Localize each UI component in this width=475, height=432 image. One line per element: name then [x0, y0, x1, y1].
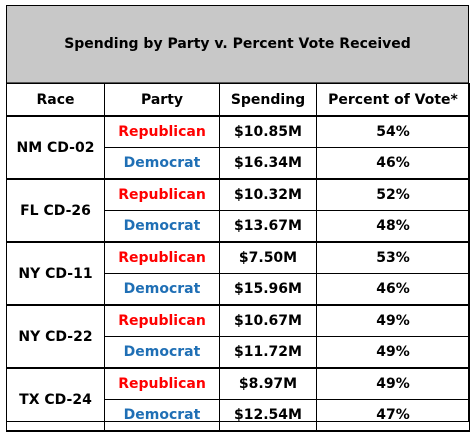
table-row: Democrat $16.34M 46%	[7, 147, 470, 180]
spending-table: Race Party Spending Percent of Vote* NM …	[6, 83, 470, 432]
header-party: Party	[104, 83, 220, 117]
header-race: Race	[6, 83, 105, 117]
spending-cell: $15.96M	[219, 273, 317, 306]
percent-cell: 46%	[316, 147, 470, 180]
race-cell: NY CD-22	[6, 304, 105, 369]
header-spending: Spending	[219, 83, 317, 117]
spending-cell: $11.72M	[219, 336, 317, 369]
spending-cell: $10.67M	[219, 304, 317, 337]
percent-cell: 49%	[316, 304, 470, 337]
table-row: FL CD-26 Republican $10.32M 52%	[6, 178, 470, 243]
party-cell: Democrat	[104, 147, 220, 180]
spending-table-figure: Spending by Party v. Percent Vote Receiv…	[6, 5, 470, 432]
spending-cell: $10.85M	[219, 115, 317, 148]
header-percent: Percent of Vote*	[316, 83, 470, 117]
party-cell: Democrat	[104, 273, 220, 306]
table-row: NM CD-02 Republican $10.85M 54%	[6, 115, 470, 180]
percent-cell: 49%	[316, 367, 470, 400]
party-cell: Republican	[104, 115, 220, 148]
race-cell: TX CD-24	[6, 367, 105, 432]
party-cell: Republican	[104, 178, 220, 211]
party-cell: Republican	[104, 304, 220, 337]
race-cell: NM CD-02	[6, 115, 105, 180]
table-row: Democrat $15.96M 46%	[7, 273, 470, 306]
percent-cell: 47%	[316, 399, 470, 432]
spending-cell: $7.50M	[219, 241, 317, 274]
party-cell: Democrat	[104, 336, 220, 369]
party-cell: Republican	[104, 367, 220, 400]
race-cell: FL CD-26	[6, 178, 105, 243]
table-row: NY CD-22 Republican $10.67M 49%	[6, 304, 470, 369]
percent-cell: 46%	[316, 273, 470, 306]
table-row: NY CD-11 Republican $7.50M 53%	[6, 241, 470, 306]
spending-cell: $13.67M	[219, 210, 317, 243]
table-row: TX CD-24 Republican $8.97M 49%	[6, 367, 470, 432]
percent-cell: 53%	[316, 241, 470, 274]
party-cell: Republican	[104, 241, 220, 274]
table-title: Spending by Party v. Percent Vote Receiv…	[6, 5, 469, 83]
party-cell: Democrat	[104, 399, 220, 432]
percent-cell: 48%	[316, 210, 470, 243]
percent-cell: 52%	[316, 178, 470, 211]
spending-cell: $10.32M	[219, 178, 317, 211]
table-row: Democrat $12.54M 47%	[7, 399, 470, 432]
race-cell: NY CD-11	[6, 241, 105, 306]
header-row: Race Party Spending Percent of Vote*	[6, 83, 470, 117]
spending-cell: $8.97M	[219, 367, 317, 400]
spending-cell: $16.34M	[219, 147, 317, 180]
table-row: Democrat $11.72M 49%	[7, 336, 470, 369]
table-row: Democrat $13.67M 48%	[7, 210, 470, 243]
percent-cell: 49%	[316, 336, 470, 369]
spending-cell: $12.54M	[219, 399, 317, 432]
party-cell: Democrat	[104, 210, 220, 243]
percent-cell: 54%	[316, 115, 470, 148]
